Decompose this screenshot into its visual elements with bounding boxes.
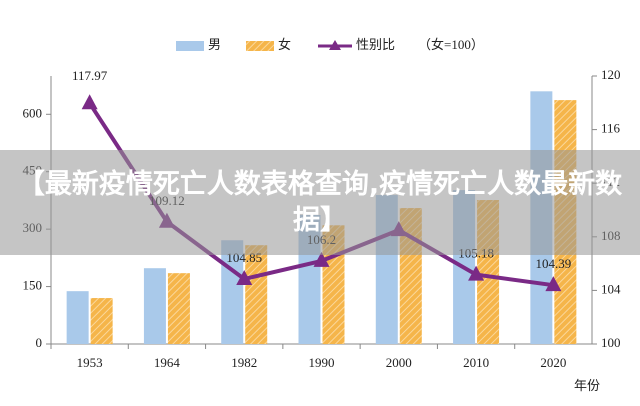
data-label: 104.39 (535, 256, 571, 271)
x-axis-label: 年份 (574, 378, 600, 393)
legend-label: 男 (208, 37, 221, 52)
legend-swatch (176, 41, 204, 51)
line-marker (81, 94, 98, 110)
x-tick-label: 1982 (231, 355, 257, 370)
y2-tick-label: 100 (601, 335, 621, 350)
overlay-banner: 【最新疫情死亡人数表格查询,疫情死亡人数最新数据】 (0, 150, 640, 255)
y2-tick-label: 104 (601, 281, 621, 296)
x-tick-label: 1990 (309, 355, 335, 370)
x-tick-label: 2000 (386, 355, 412, 370)
line-marker (236, 270, 253, 286)
y-tick-label: 150 (23, 278, 43, 293)
legend-label: 女 (278, 37, 291, 52)
y-tick-label: 600 (23, 105, 43, 120)
line-marker (468, 265, 485, 281)
x-tick-label: 1953 (77, 355, 103, 370)
y2-tick-label: 120 (601, 67, 621, 82)
line-marker (545, 276, 562, 292)
legend-marker (329, 40, 341, 50)
x-tick-label: 2010 (463, 355, 489, 370)
bar (143, 268, 166, 344)
legend-label: 性别比 (356, 37, 395, 52)
legend-swatch (246, 41, 274, 51)
bar (167, 273, 190, 344)
bar (66, 291, 89, 344)
bar (245, 245, 268, 344)
bar (90, 298, 113, 344)
y2-tick-label: 116 (601, 121, 621, 136)
line-marker (313, 251, 330, 267)
y-tick-label: 0 (36, 335, 43, 350)
data-label: 117.97 (72, 68, 108, 83)
legend-note: （女=100） (418, 37, 484, 52)
x-tick-label: 1964 (154, 355, 181, 370)
x-tick-label: 2020 (540, 355, 566, 370)
